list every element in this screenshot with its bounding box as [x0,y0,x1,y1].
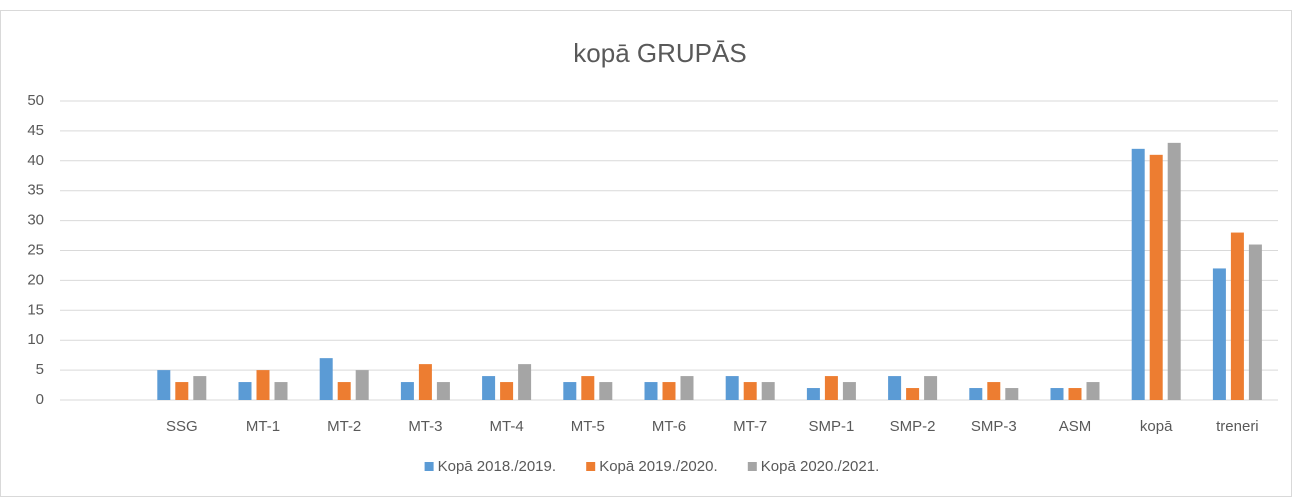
bar [1086,382,1100,400]
bar [319,358,333,400]
x-tick-label: treneri [1216,418,1259,435]
x-tick-label: SSG [166,418,198,435]
bar [1248,244,1262,400]
bar [1068,388,1082,400]
x-tick-label: MT-7 [733,418,767,435]
y-tick-label: 45 [27,122,44,139]
chart-frame [0,10,1292,497]
bar [175,382,189,400]
bar [400,382,414,400]
y-tick-label: 25 [27,241,44,258]
legend-label: Kopā 2018./2019. [438,458,556,475]
bar [842,382,856,400]
y-tick-label: 40 [27,152,44,169]
bar [157,370,171,400]
bar [924,376,938,400]
bar [581,376,595,400]
bar [1230,232,1244,400]
x-tick-label: MT-2 [327,418,361,435]
y-tick-label: 10 [27,331,44,348]
bar [274,382,288,400]
bar [888,376,902,400]
bar [518,364,532,400]
x-tick-label: MT-1 [246,418,280,435]
y-tick-label: 50 [27,92,44,109]
bar [987,382,1001,400]
bar [1005,388,1019,400]
legend-swatch [586,462,596,471]
bar [482,376,496,400]
x-tick-label: ASM [1059,418,1092,435]
bar [906,388,920,400]
bar [743,382,757,400]
bar [436,382,450,400]
x-tick-label: MT-6 [652,418,686,435]
bar [193,376,207,400]
bar [806,388,820,400]
y-tick-label: 5 [36,361,44,378]
bar [1167,142,1181,401]
bar [1212,268,1226,400]
bar [725,376,739,400]
bar [418,364,432,400]
x-tick-label: SMP-2 [890,418,936,435]
bar [500,382,514,400]
x-tick-label: MT-3 [408,418,442,435]
bar [969,388,983,400]
bar [256,370,270,400]
bar [599,382,613,400]
bar [563,382,577,400]
y-tick-label: 30 [27,212,44,229]
legend-swatch [424,462,434,471]
x-tick-label: kopā [1140,418,1173,435]
chart-title: kopā GRUPĀS [573,38,746,68]
y-tick-label: 0 [36,391,44,408]
bar [824,376,838,400]
legend-label: Kopā 2019./2020. [599,458,717,475]
legend-swatch [747,462,757,471]
bar [1050,388,1064,400]
y-tick-label: 15 [27,301,44,318]
legend-label: Kopā 2020./2021. [761,458,879,475]
y-tick-label: 35 [27,182,44,199]
x-tick-label: SMP-3 [971,418,1017,435]
bar [1131,148,1145,400]
bar [355,370,369,400]
x-tick-label: MT-4 [490,418,524,435]
x-tick-label: MT-5 [571,418,605,435]
bar [238,382,252,400]
bar [680,376,694,400]
y-tick-label: 20 [27,271,44,288]
bar [1149,154,1163,400]
bar [337,382,351,400]
x-tick-label: SMP-1 [808,418,854,435]
bar [662,382,676,400]
bar [644,382,658,400]
bar [761,382,775,400]
